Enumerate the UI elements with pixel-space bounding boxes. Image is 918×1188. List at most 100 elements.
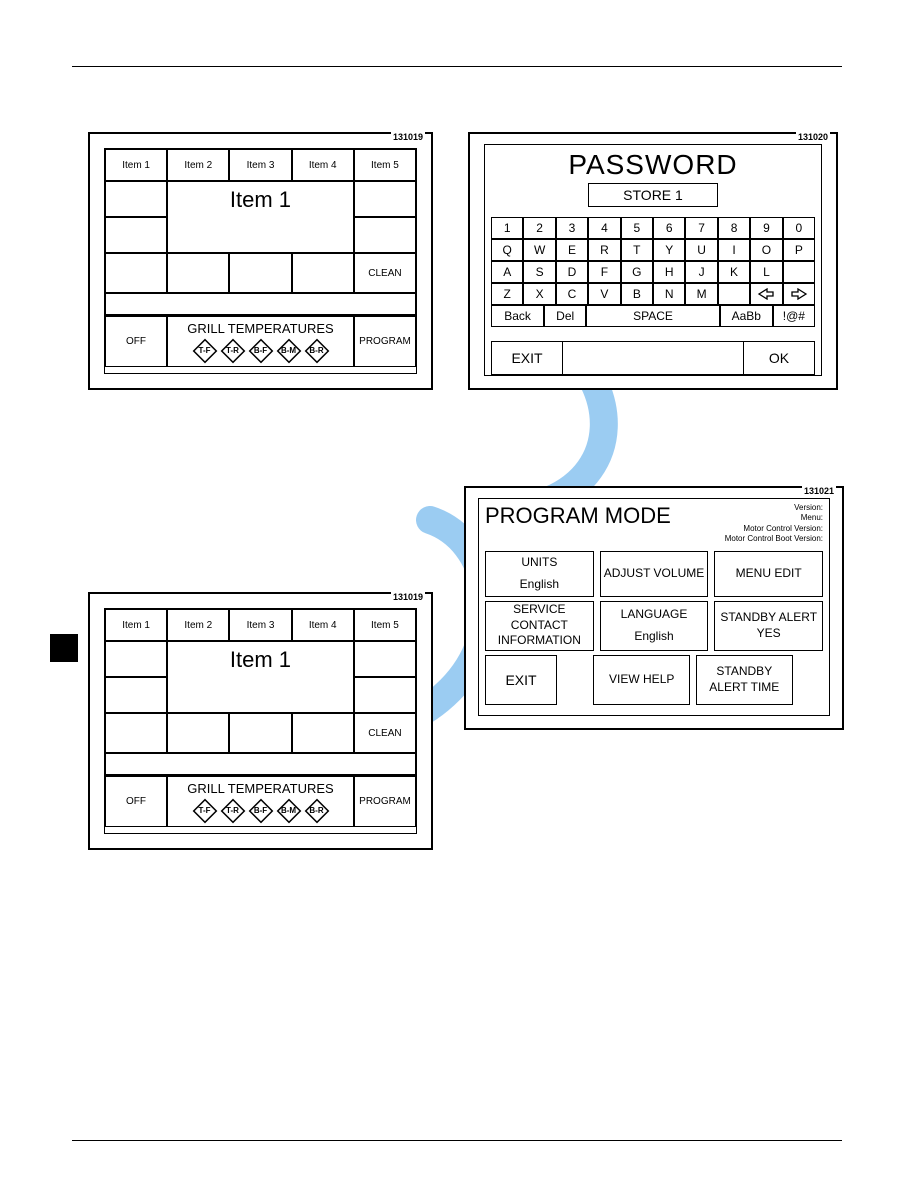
arrow-right-icon[interactable]: [783, 283, 815, 305]
temp-diamond[interactable]: T-F: [192, 338, 218, 364]
key[interactable]: 8: [718, 217, 750, 239]
tab-item[interactable]: Item 3: [229, 149, 291, 181]
temp-diamond[interactable]: B-F: [248, 798, 274, 824]
key[interactable]: I: [718, 239, 750, 261]
grid-cell[interactable]: [229, 253, 291, 293]
grid-cell[interactable]: [105, 677, 167, 713]
key[interactable]: [783, 261, 815, 283]
tab-item[interactable]: Item 1: [105, 609, 167, 641]
key[interactable]: 4: [588, 217, 620, 239]
back-key[interactable]: Back: [491, 305, 544, 327]
temp-diamond[interactable]: B-M: [276, 798, 302, 824]
key[interactable]: L: [750, 261, 782, 283]
key[interactable]: W: [523, 239, 555, 261]
key-blank[interactable]: [718, 283, 750, 305]
key[interactable]: X: [523, 283, 555, 305]
key[interactable]: 2: [523, 217, 555, 239]
grid-cell[interactable]: [229, 713, 291, 753]
key[interactable]: T: [621, 239, 653, 261]
language-button[interactable]: LANGUAGE English: [600, 601, 709, 651]
tab-item[interactable]: Item 5: [354, 609, 416, 641]
temp-diamond[interactable]: T-R: [220, 338, 246, 364]
grid-cell[interactable]: [354, 181, 416, 217]
key[interactable]: O: [750, 239, 782, 261]
grid-cell[interactable]: [167, 253, 229, 293]
key[interactable]: S: [523, 261, 555, 283]
service-contact-button[interactable]: SERVICE CONTACT INFORMATION: [485, 601, 594, 651]
key[interactable]: P: [783, 239, 815, 261]
grid-cell[interactable]: [105, 181, 167, 217]
key[interactable]: F: [588, 261, 620, 283]
key[interactable]: R: [588, 239, 620, 261]
tab-item[interactable]: Item 4: [292, 609, 354, 641]
key[interactable]: B: [621, 283, 653, 305]
key[interactable]: G: [621, 261, 653, 283]
key[interactable]: M: [685, 283, 717, 305]
clean-button[interactable]: CLEAN: [354, 713, 416, 753]
grid-cell[interactable]: [105, 253, 167, 293]
del-key[interactable]: Del: [544, 305, 586, 327]
key[interactable]: D: [556, 261, 588, 283]
arrow-left-icon[interactable]: [750, 283, 782, 305]
space-key[interactable]: SPACE: [586, 305, 719, 327]
key[interactable]: Q: [491, 239, 523, 261]
ok-button[interactable]: OK: [743, 341, 815, 375]
grid-cell[interactable]: [292, 253, 354, 293]
off-button[interactable]: OFF: [105, 316, 167, 367]
menu-edit-button[interactable]: MENU EDIT: [714, 551, 823, 597]
grid-cell[interactable]: [354, 217, 416, 253]
key[interactable]: Y: [653, 239, 685, 261]
temp-diamond[interactable]: T-R: [220, 798, 246, 824]
temp-diamond[interactable]: B-R: [304, 338, 330, 364]
exit-button[interactable]: EXIT: [491, 341, 563, 375]
grid-cell[interactable]: [354, 677, 416, 713]
key[interactable]: 7: [685, 217, 717, 239]
key[interactable]: N: [653, 283, 685, 305]
key[interactable]: 5: [621, 217, 653, 239]
key[interactable]: K: [718, 261, 750, 283]
clean-button[interactable]: CLEAN: [354, 253, 416, 293]
temp-diamond[interactable]: B-F: [248, 338, 274, 364]
grid-cell[interactable]: [105, 641, 167, 677]
key[interactable]: Z: [491, 283, 523, 305]
key[interactable]: 6: [653, 217, 685, 239]
program-button[interactable]: PROGRAM: [354, 316, 416, 367]
key[interactable]: V: [588, 283, 620, 305]
grid-cell[interactable]: [354, 641, 416, 677]
password-field[interactable]: STORE 1: [588, 183, 718, 207]
tab-item[interactable]: Item 2: [167, 149, 229, 181]
key[interactable]: 1: [491, 217, 523, 239]
key[interactable]: C: [556, 283, 588, 305]
tab-item[interactable]: Item 5: [354, 149, 416, 181]
key[interactable]: A: [491, 261, 523, 283]
key[interactable]: 0: [783, 217, 815, 239]
exit-button[interactable]: EXIT: [485, 655, 557, 705]
figure-number: 131019: [391, 132, 425, 142]
tab-item[interactable]: Item 1: [105, 149, 167, 181]
grid-cell[interactable]: [167, 713, 229, 753]
program-button[interactable]: PROGRAM: [354, 776, 416, 827]
key[interactable]: U: [685, 239, 717, 261]
tab-item[interactable]: Item 2: [167, 609, 229, 641]
key[interactable]: 3: [556, 217, 588, 239]
temp-diamond[interactable]: T-F: [192, 798, 218, 824]
adjust-volume-button[interactable]: ADJUST VOLUME: [600, 551, 709, 597]
standby-alert-button[interactable]: STANDBY ALERT YES: [714, 601, 823, 651]
key[interactable]: H: [653, 261, 685, 283]
grid-cell[interactable]: [105, 217, 167, 253]
view-help-button[interactable]: VIEW HELP: [593, 655, 690, 705]
units-button[interactable]: UNITS English: [485, 551, 594, 597]
temp-diamond[interactable]: B-R: [304, 798, 330, 824]
grid-cell[interactable]: [292, 713, 354, 753]
shift-key[interactable]: AaBb: [720, 305, 773, 327]
standby-alert-time-button[interactable]: STANDBY ALERT TIME: [696, 655, 793, 705]
key[interactable]: E: [556, 239, 588, 261]
symbols-key[interactable]: !@#: [773, 305, 815, 327]
tab-item[interactable]: Item 4: [292, 149, 354, 181]
temp-diamond[interactable]: B-M: [276, 338, 302, 364]
off-button[interactable]: OFF: [105, 776, 167, 827]
key[interactable]: J: [685, 261, 717, 283]
tab-item[interactable]: Item 3: [229, 609, 291, 641]
grid-cell[interactable]: [105, 713, 167, 753]
key[interactable]: 9: [750, 217, 782, 239]
